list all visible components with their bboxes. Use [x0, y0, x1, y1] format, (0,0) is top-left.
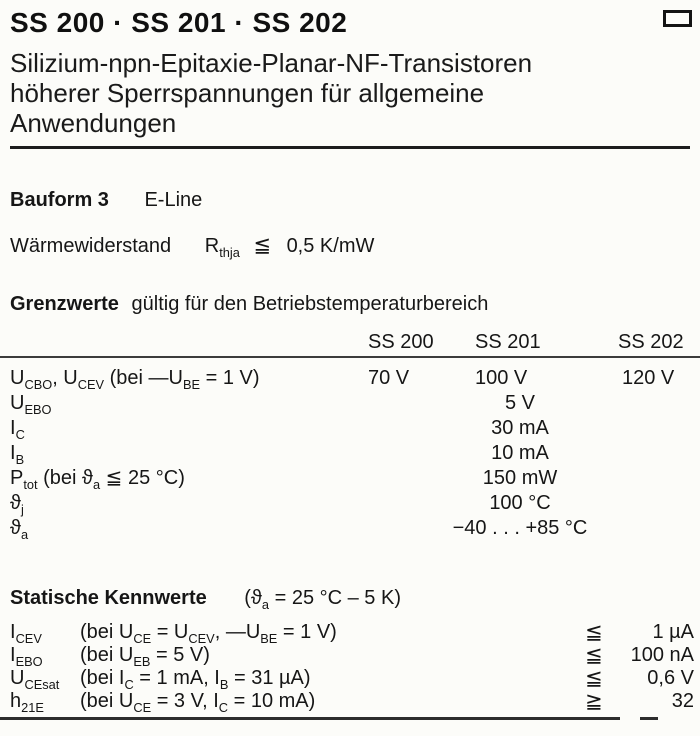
static-heading-bold: Statische Kennwerte	[10, 587, 207, 609]
page-title: SS 200 · SS 201 · SS 202	[10, 7, 348, 38]
value-ss200: 70 V	[368, 367, 410, 389]
limit-row: ϑj 100 °C	[10, 491, 690, 516]
value-all-types: 150 mW	[482, 467, 558, 489]
bauform-value: E-Line	[144, 189, 203, 211]
parameter-label: Ptot (bei ϑa ≦ 25 °C)	[10, 467, 185, 492]
parameter-label: h21E	[10, 690, 44, 715]
column-header-ss202: SS 202	[618, 331, 684, 353]
static-heading-condition: (ϑa = 25 °C – 5 K)	[244, 587, 401, 612]
less-equal-symbol: ≦	[253, 234, 271, 257]
subtitle-line: Anwendungen	[10, 108, 177, 138]
less-equal-symbol: ≦	[585, 621, 603, 644]
limit-row: IC 30 mA	[10, 416, 690, 441]
thermal-symbol: Rthja	[204, 235, 240, 260]
limit-row: Ptot (bei ϑa ≦ 25 °C) 150 mW	[10, 466, 690, 491]
test-condition: (bei IC = 1 mA, IB = 31 µA)	[80, 667, 311, 692]
limits-column-headers: SS 200 SS 201 SS 202	[10, 331, 690, 353]
limits-heading-bold: Grenzwerte	[10, 293, 119, 315]
rectangle-outline-icon	[663, 10, 692, 27]
bauform-row: Bauform 3 E-Line	[10, 189, 690, 211]
limits-heading: Grenzwerte gültig für den Betriebstemper…	[10, 293, 690, 315]
test-condition: (bei UCE = 3 V, IC = 10 mA)	[80, 690, 316, 715]
limit-value: 0,6 V	[647, 667, 694, 689]
limit-row: UEBO 5 V	[10, 391, 690, 416]
parameter-label: UCEsat	[10, 667, 60, 692]
thermal-label: Wärmewiderstand	[10, 235, 172, 257]
parameter-label: IC	[10, 417, 25, 442]
page-subtitle: Silizium-npn-Epitaxie-Planar-NF-Transist…	[10, 48, 690, 138]
subtitle-line: höherer Sperrspannungen für allgemeine	[10, 78, 485, 108]
value-all-types: 5 V	[504, 392, 536, 414]
value-all-types: −40 . . . +85 °C	[452, 517, 588, 539]
test-condition: (bei UCE = UCEV, —UBE = 1 V)	[80, 621, 337, 646]
static-characteristics-heading: Statische Kennwerte (ϑa = 25 °C – 5 K)	[10, 587, 690, 612]
value-all-types: 10 mA	[491, 442, 549, 464]
table-header-divider	[0, 356, 700, 358]
value-ss201: 100 V	[475, 367, 528, 389]
value-all-types: 30 mA	[491, 417, 549, 439]
static-characteristics-table: ICEV (bei UCE = UCEV, —UBE = 1 V) ≦ 1 µA IEB…	[10, 621, 694, 715]
static-row: h21E (bei UCE = 3 V, IC = 10 mA) ≧ 32	[10, 690, 694, 715]
parameter-label: IEBO	[10, 644, 43, 669]
limit-value: 32	[671, 690, 694, 712]
thermal-resistance-row: Wärmewiderstand Rthja ≦ 0,5 K/mW	[10, 234, 690, 260]
limits-table: UCBO, UCEV (bei —UBE = 1 V) 70 V 100 V 120 …	[10, 366, 690, 541]
limits-heading-rest: gültig für den Betriebstemperaturbereich	[131, 293, 489, 315]
static-row: ICEV (bei UCE = UCEV, —UBE = 1 V) ≦ 1 µA	[10, 621, 694, 646]
subtitle-line: Silizium-npn-Epitaxie-Planar-NF-Transist…	[10, 48, 533, 78]
greater-equal-symbol: ≧	[585, 690, 603, 713]
limit-value: 1 µA	[652, 621, 694, 643]
value-ss202: 120 V	[622, 367, 675, 389]
limit-row: ϑa −40 . . . +85 °C	[10, 516, 690, 541]
parameter-label: UCBO, UCEV (bei —UBE = 1 V)	[10, 367, 260, 392]
parameter-label: ϑj	[10, 492, 24, 517]
parameter-label: ϑa	[10, 517, 29, 542]
static-row: IEBO (bei UEB = 5 V) ≦ 100 nA	[10, 644, 694, 669]
parameter-label: UEBO	[10, 392, 52, 417]
value-all-types: 100 °C	[489, 492, 551, 514]
limit-value: 100 nA	[630, 644, 694, 666]
less-equal-symbol: ≦	[585, 667, 603, 690]
column-header-ss200: SS 200	[368, 331, 434, 353]
limit-row: IB 10 mA	[10, 441, 690, 466]
less-equal-symbol: ≦	[585, 644, 603, 667]
test-condition: (bei UEB = 5 V)	[80, 644, 210, 669]
bauform-label: Bauform 3	[10, 189, 109, 211]
title-divider	[10, 146, 690, 149]
column-header-ss201: SS 201	[475, 331, 541, 353]
thermal-value: 0,5 K/mW	[286, 235, 375, 257]
parameter-label: ICEV	[10, 621, 42, 646]
static-row: UCEsat (bei IC = 1 mA, IB = 31 µA) ≦ 0,6 V	[10, 667, 694, 692]
parameter-label: IB	[10, 442, 25, 467]
limit-row: UCBO, UCEV (bei —UBE = 1 V) 70 V 100 V 120 …	[10, 366, 690, 391]
bottom-divider	[0, 717, 658, 720]
